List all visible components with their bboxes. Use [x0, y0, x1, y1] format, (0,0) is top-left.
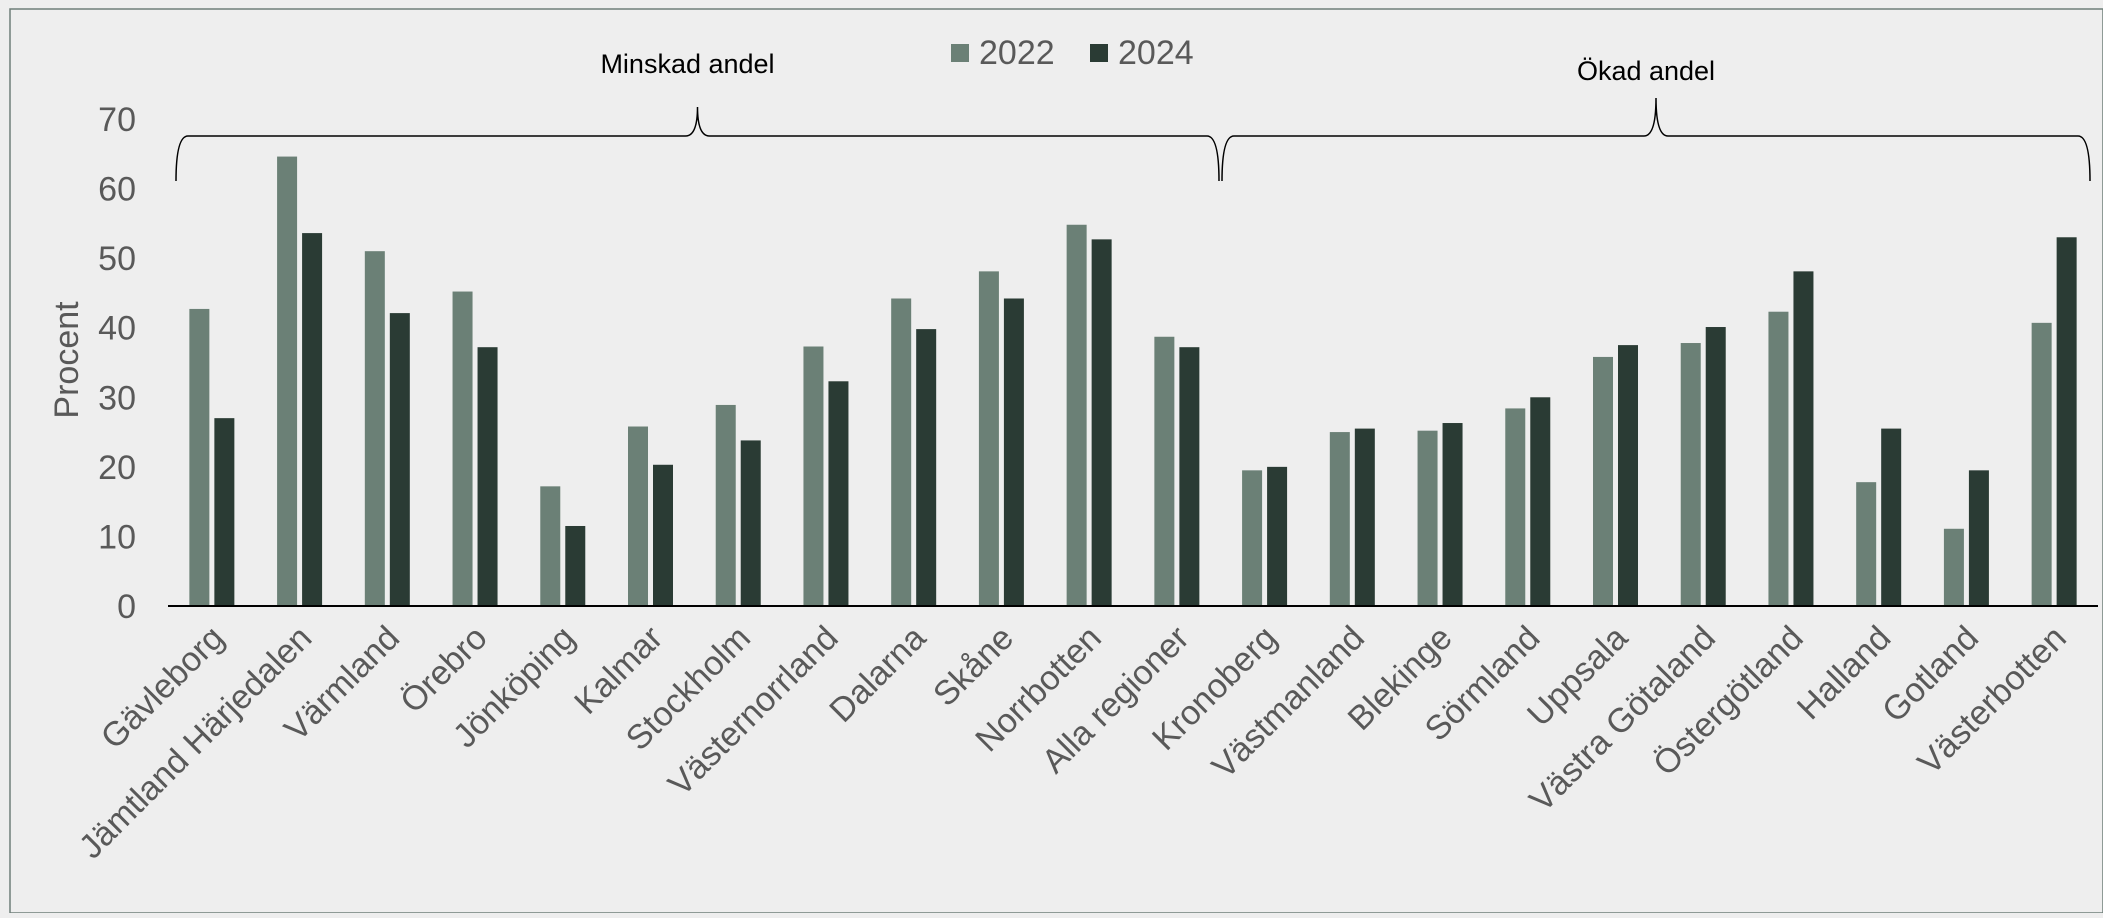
legend-label-2024: 2024: [1118, 34, 1194, 72]
legend: 2022 2024: [951, 34, 1194, 72]
bar-2022-19: [1856, 482, 1877, 606]
bar-2022-8: [891, 298, 912, 606]
y-tick-label: 40: [98, 310, 136, 348]
bar-2022-7: [803, 346, 824, 606]
bar-2024-3: [477, 347, 498, 606]
bar-2024-12: [1267, 466, 1288, 606]
y-tick-label: 30: [98, 379, 136, 417]
bar-2022-15: [1505, 408, 1526, 606]
bar-2022-9: [978, 271, 999, 606]
bars: [189, 156, 2077, 606]
bar-2022-13: [1329, 432, 1350, 606]
bar-2024-14: [1442, 423, 1463, 606]
bar-2024-19: [1881, 428, 1902, 606]
bar-2024-1: [302, 233, 323, 606]
bar-2024-17: [1705, 327, 1726, 606]
bar-2022-5: [628, 426, 648, 606]
bar-2022-2: [364, 251, 385, 606]
bar-2024-15: [1530, 397, 1551, 606]
bracket-0: [175, 106, 1220, 182]
bar-2024-16: [1618, 345, 1638, 606]
bar-2024-11: [1179, 347, 1200, 606]
legend-label-2022: 2022: [979, 34, 1055, 72]
bar-2024-0: [214, 418, 235, 606]
bar-2022-12: [1242, 470, 1263, 606]
bar-2024-21: [2056, 237, 2077, 606]
legend-swatch-2024: [1090, 44, 1108, 62]
bar-2024-4: [565, 525, 586, 606]
y-axis: 0 10 20 30 40 50 60 70: [98, 101, 136, 626]
bar-2022-18: [1768, 311, 1789, 606]
bracket-label-0: Minskad andel: [600, 49, 774, 79]
bar-2024-20: [1968, 470, 1989, 606]
y-tick-label: 10: [98, 518, 136, 556]
bar-2022-16: [1593, 356, 1613, 606]
bar-2022-1: [277, 156, 298, 606]
bar-2022-20: [1943, 528, 1964, 606]
bracket-annotations: Minskad andel Ökad andel: [175, 49, 2091, 182]
bar-2024-2: [389, 313, 410, 606]
bracket-1: [1221, 97, 2091, 182]
bar-2024-6: [740, 440, 761, 606]
y-axis-label: Procent: [48, 301, 86, 419]
legend-swatch-2022: [951, 44, 969, 62]
bar-2022-21: [2031, 322, 2052, 606]
bar-2022-17: [1680, 343, 1701, 606]
bar-2024-9: [1003, 298, 1024, 606]
bar-2022-3: [452, 291, 473, 606]
bar-2022-0: [189, 308, 210, 606]
bar-2022-10: [1066, 224, 1087, 606]
y-tick-label: 50: [98, 240, 136, 278]
bracket-label-1: Ökad andel: [1577, 56, 1715, 86]
bar-2024-5: [653, 464, 673, 606]
bar-2022-11: [1154, 336, 1175, 606]
bar-2024-8: [916, 329, 937, 606]
y-tick-label: 20: [98, 449, 136, 487]
y-tick-label: 60: [98, 171, 136, 209]
bar-2024-7: [828, 381, 849, 606]
bar-2022-14: [1417, 430, 1438, 606]
bar-2024-13: [1354, 428, 1375, 606]
bar-2022-6: [715, 404, 736, 606]
bar-2024-18: [1793, 271, 1814, 606]
bar-2024-10: [1091, 239, 1112, 606]
bar-2022-4: [540, 486, 561, 606]
y-tick-label: 70: [98, 101, 136, 139]
y-tick-label: 0: [117, 588, 136, 626]
